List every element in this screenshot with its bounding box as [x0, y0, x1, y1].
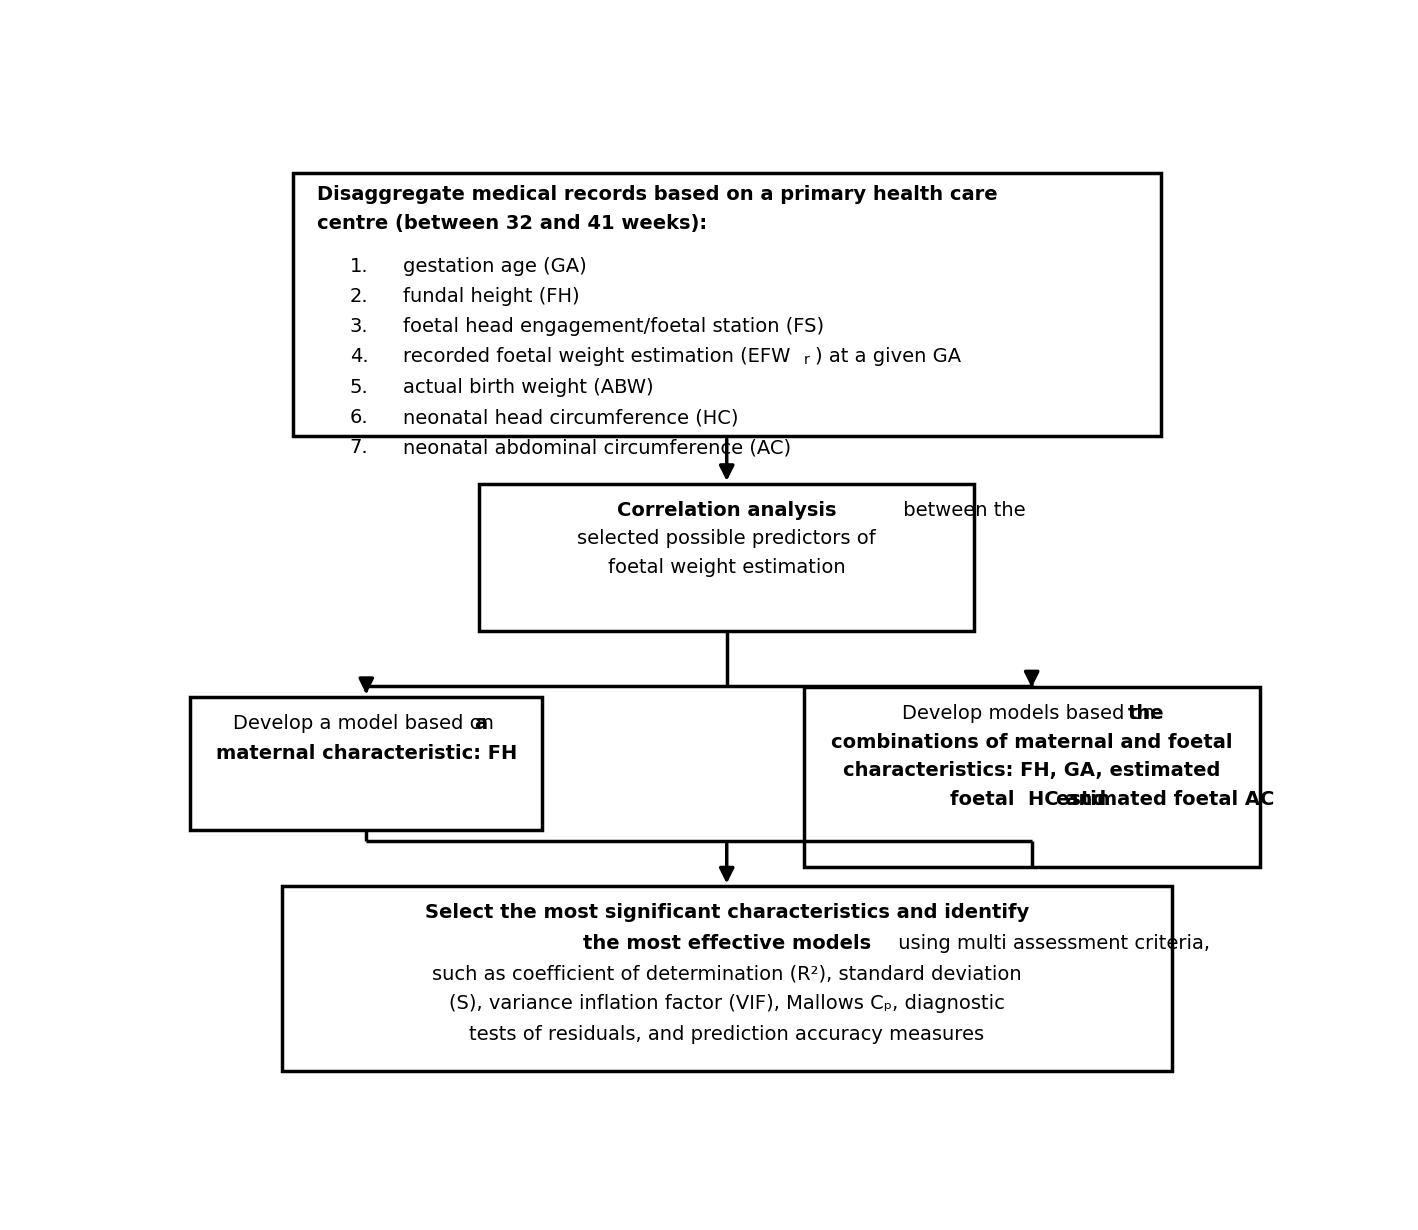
Text: the most effective models: the most effective models — [583, 934, 871, 953]
Text: 1.: 1. — [350, 257, 369, 276]
Text: maternal characteristic: FH: maternal characteristic: FH — [216, 744, 518, 764]
Text: a: a — [474, 713, 488, 733]
Bar — [190, 697, 542, 829]
Text: foetal head engagement/foetal station (FS): foetal head engagement/foetal station (F… — [403, 317, 824, 336]
Text: ) at a given GA: ) at a given GA — [814, 347, 961, 367]
Text: between the: between the — [898, 501, 1025, 520]
Text: Develop a model based on: Develop a model based on — [233, 713, 499, 733]
Bar — [282, 887, 1171, 1071]
Text: 7.: 7. — [350, 438, 369, 458]
Text: neonatal head circumference (HC): neonatal head circumference (HC) — [403, 408, 737, 427]
Text: foetal  HC and: foetal HC and — [950, 790, 1113, 809]
Text: centre (between 32 and 41 weeks):: centre (between 32 and 41 weeks): — [316, 214, 708, 232]
Text: r: r — [804, 353, 810, 367]
Text: 4.: 4. — [350, 347, 369, 367]
Text: foetal weight estimation: foetal weight estimation — [608, 557, 845, 577]
Text: Correlation analysis: Correlation analysis — [617, 501, 837, 520]
Text: selected possible predictors of: selected possible predictors of — [577, 529, 876, 549]
Text: actual birth weight (ABW): actual birth weight (ABW) — [403, 378, 654, 397]
Text: such as coefficient of determination (R²), standard deviation: such as coefficient of determination (R²… — [432, 964, 1021, 983]
Text: the: the — [1127, 705, 1164, 723]
Text: combinations of maternal and foetal: combinations of maternal and foetal — [831, 733, 1232, 752]
Text: using multi assessment criteria,: using multi assessment criteria, — [892, 934, 1210, 953]
Text: 5.: 5. — [350, 378, 369, 397]
Text: fundal height (FH): fundal height (FH) — [403, 287, 579, 306]
Bar — [292, 173, 1161, 437]
Text: gestation age (GA): gestation age (GA) — [403, 257, 586, 276]
Text: neonatal abdominal circumference (AC): neonatal abdominal circumference (AC) — [403, 438, 791, 458]
Text: Select the most significant characteristics and identify: Select the most significant characterist… — [424, 903, 1029, 922]
Text: 3.: 3. — [350, 317, 369, 336]
Bar — [479, 483, 974, 631]
Text: 6.: 6. — [350, 408, 369, 427]
Bar — [804, 688, 1259, 867]
Text: estimated foetal AC: estimated foetal AC — [1056, 790, 1275, 809]
Text: 2.: 2. — [350, 287, 369, 306]
Text: tests of residuals, and prediction accuracy measures: tests of residuals, and prediction accur… — [469, 1025, 984, 1043]
Text: Develop models based on: Develop models based on — [902, 705, 1161, 723]
Text: (S), variance inflation factor (VIF), Mallows Cₚ, diagnostic: (S), variance inflation factor (VIF), Ma… — [448, 994, 1005, 1014]
Text: recorded foetal weight estimation (EFW: recorded foetal weight estimation (EFW — [403, 347, 790, 367]
Text: characteristics: FH, GA, estimated: characteristics: FH, GA, estimated — [842, 761, 1221, 780]
Text: Disaggregate medical records based on a primary health care: Disaggregate medical records based on a … — [316, 186, 997, 204]
